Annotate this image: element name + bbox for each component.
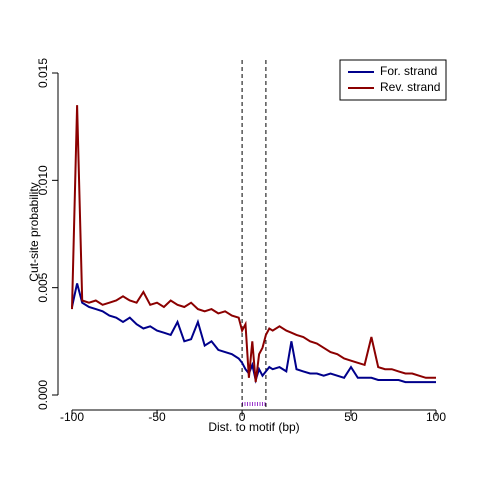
y-tick-label: 0.015 — [36, 58, 50, 88]
y-tick-label: 0.005 — [36, 272, 50, 302]
x-tick-label: 0 — [239, 410, 246, 424]
y-tick-label: 0.000 — [36, 380, 50, 410]
legend-label: Rev. strand — [380, 80, 440, 94]
x-tick-label: -50 — [148, 410, 166, 424]
x-axis-label: Dist. to motif (bp) — [208, 420, 299, 434]
y-axis-label: Cut-site probability — [27, 182, 41, 281]
x-tick-label: 100 — [426, 410, 446, 424]
x-tick-label: -100 — [60, 410, 84, 424]
series-line — [71, 105, 436, 383]
x-tick-label: 50 — [344, 410, 358, 424]
legend-label: For. strand — [380, 64, 437, 78]
legend-box — [339, 59, 447, 101]
y-tick-label: 0.010 — [36, 165, 50, 195]
